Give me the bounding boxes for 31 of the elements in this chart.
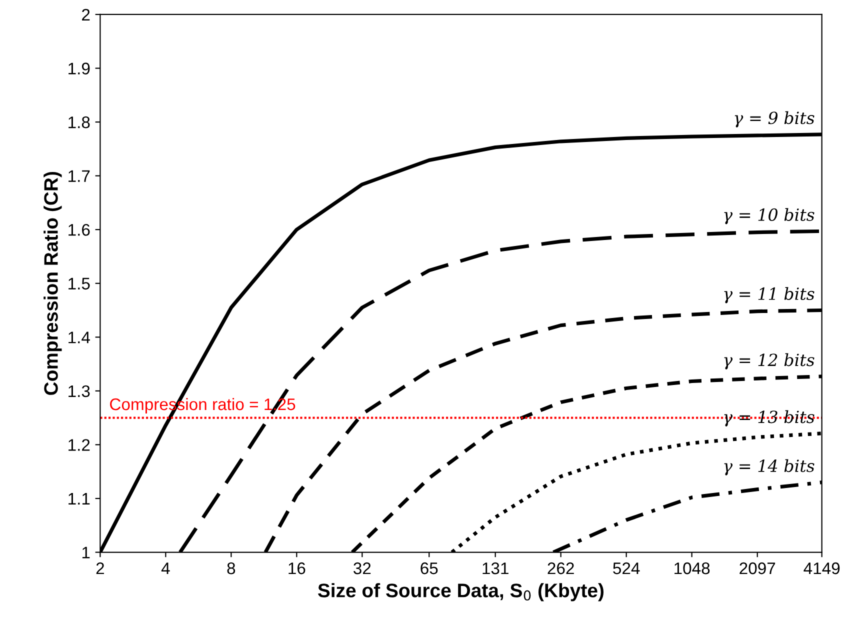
y-tick-label: 2 (82, 8, 90, 21)
series-label: γ = 12 bits (724, 353, 814, 370)
y-tick-label: 1 (82, 546, 90, 558)
x-tick-label: 65 (420, 562, 438, 574)
y-tick-label: 1.4 (68, 332, 90, 344)
x-tick-label: 4149 (804, 562, 840, 574)
x-tick-label: 32 (354, 562, 371, 574)
x-tick-label: 262 (548, 562, 574, 574)
y-tick-label: 1.1 (68, 493, 90, 505)
y-tick-label: 1.2 (68, 439, 90, 451)
y-tick-label: 1.5 (68, 278, 90, 290)
series-label: γ = 11 bits (724, 287, 814, 304)
x-tick-label: 524 (613, 562, 640, 574)
x-tick-label: 16 (288, 562, 306, 574)
series-label: γ = 10 bits (724, 208, 814, 224)
y-tick-label: 1.3 (68, 385, 90, 398)
x-tick-label: 8 (227, 562, 236, 574)
x-tick-label: 2 (96, 562, 104, 574)
y-tick-label: 1.9 (68, 62, 90, 74)
x-tick-label: 4 (161, 562, 170, 574)
x-axis-title: Size of Source Data, S$_{0}$ (Kbyte) (318, 583, 604, 602)
y-axis-title: Compression Ratio (CR) (44, 172, 62, 395)
y-tick-label: 1.8 (68, 116, 90, 128)
series-label: γ = 9 bits (734, 111, 814, 128)
y-tick-label: 1.6 (68, 224, 90, 236)
x-tick-label: 2097 (740, 562, 776, 574)
series-label: γ = 14 bits (724, 459, 814, 476)
x-tick-label: 1048 (674, 562, 710, 574)
x-tick-label: 131 (482, 562, 508, 574)
series-label: γ = 13 bits (724, 410, 814, 426)
y-tick-label: 1.7 (68, 170, 90, 182)
